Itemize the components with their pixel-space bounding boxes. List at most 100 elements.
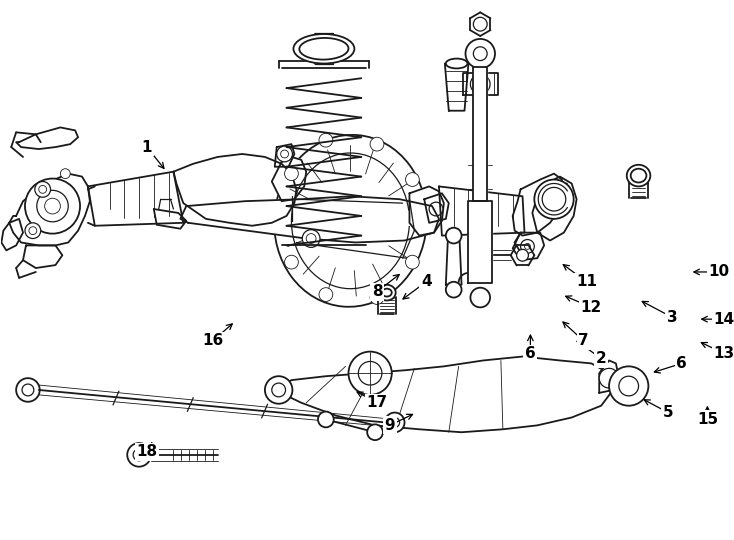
Circle shape xyxy=(277,146,292,162)
Polygon shape xyxy=(473,68,487,201)
Text: 17: 17 xyxy=(366,395,388,410)
Circle shape xyxy=(349,352,392,395)
Text: 7: 7 xyxy=(578,333,589,348)
Text: 8: 8 xyxy=(371,284,382,299)
Polygon shape xyxy=(16,127,78,149)
Circle shape xyxy=(542,187,566,211)
Polygon shape xyxy=(272,157,306,201)
Text: 16: 16 xyxy=(202,333,223,348)
Circle shape xyxy=(446,282,462,298)
Text: 2: 2 xyxy=(596,351,606,366)
Circle shape xyxy=(314,39,334,59)
Circle shape xyxy=(25,223,40,239)
Polygon shape xyxy=(275,356,613,432)
Polygon shape xyxy=(439,186,525,235)
Circle shape xyxy=(133,449,145,461)
Circle shape xyxy=(285,167,298,180)
Ellipse shape xyxy=(382,289,392,296)
Circle shape xyxy=(319,288,333,301)
Polygon shape xyxy=(512,233,544,260)
Polygon shape xyxy=(181,196,439,242)
Text: 6: 6 xyxy=(677,356,687,371)
Circle shape xyxy=(473,17,487,31)
Circle shape xyxy=(39,185,47,193)
Ellipse shape xyxy=(299,38,349,59)
Ellipse shape xyxy=(294,34,355,64)
Circle shape xyxy=(599,368,619,388)
Circle shape xyxy=(473,47,487,60)
Circle shape xyxy=(470,75,490,94)
Text: 3: 3 xyxy=(666,310,677,325)
Circle shape xyxy=(306,234,316,244)
Ellipse shape xyxy=(378,285,396,300)
Text: 18: 18 xyxy=(137,444,158,460)
Circle shape xyxy=(45,198,60,214)
Text: 12: 12 xyxy=(581,300,602,315)
Ellipse shape xyxy=(275,135,426,307)
Text: 1: 1 xyxy=(142,140,152,154)
Circle shape xyxy=(609,366,648,406)
Circle shape xyxy=(29,227,37,234)
Circle shape xyxy=(60,168,70,179)
Circle shape xyxy=(476,51,485,60)
Text: 6: 6 xyxy=(525,346,536,361)
Polygon shape xyxy=(10,174,90,245)
Circle shape xyxy=(319,133,333,147)
Polygon shape xyxy=(88,172,184,226)
Polygon shape xyxy=(275,144,294,167)
Polygon shape xyxy=(599,361,619,393)
Circle shape xyxy=(25,179,80,234)
Circle shape xyxy=(37,191,68,222)
Polygon shape xyxy=(173,154,297,226)
Polygon shape xyxy=(154,209,186,229)
Circle shape xyxy=(534,179,574,219)
Circle shape xyxy=(127,443,151,467)
Text: 10: 10 xyxy=(708,265,730,280)
Circle shape xyxy=(525,244,531,249)
Circle shape xyxy=(390,417,399,427)
Circle shape xyxy=(358,361,382,385)
Circle shape xyxy=(619,376,639,396)
Circle shape xyxy=(318,411,334,427)
Polygon shape xyxy=(1,219,23,251)
Circle shape xyxy=(370,137,384,151)
Polygon shape xyxy=(468,201,492,283)
Circle shape xyxy=(370,291,384,305)
Polygon shape xyxy=(542,184,570,211)
Circle shape xyxy=(465,39,495,69)
Polygon shape xyxy=(424,193,448,223)
Ellipse shape xyxy=(446,59,468,69)
Ellipse shape xyxy=(631,168,647,183)
Circle shape xyxy=(470,288,490,307)
Circle shape xyxy=(429,202,443,216)
Circle shape xyxy=(280,150,288,158)
Polygon shape xyxy=(445,64,468,111)
Circle shape xyxy=(405,173,419,186)
Circle shape xyxy=(285,255,298,269)
Text: 5: 5 xyxy=(663,405,673,420)
Circle shape xyxy=(367,424,383,440)
Circle shape xyxy=(16,378,40,402)
Circle shape xyxy=(272,383,286,397)
Circle shape xyxy=(470,46,490,65)
Circle shape xyxy=(520,240,534,253)
Ellipse shape xyxy=(627,165,650,186)
Polygon shape xyxy=(23,245,62,268)
Circle shape xyxy=(22,384,34,396)
Text: 13: 13 xyxy=(713,346,734,361)
Circle shape xyxy=(265,376,292,404)
Text: 9: 9 xyxy=(385,418,395,433)
Polygon shape xyxy=(446,240,462,285)
Text: 11: 11 xyxy=(576,274,597,289)
Text: 4: 4 xyxy=(421,274,432,289)
Polygon shape xyxy=(462,73,498,95)
Text: 14: 14 xyxy=(713,312,734,327)
Circle shape xyxy=(302,230,320,247)
Text: 15: 15 xyxy=(697,412,718,427)
Circle shape xyxy=(34,181,51,197)
Polygon shape xyxy=(532,177,577,240)
Polygon shape xyxy=(410,186,444,235)
Circle shape xyxy=(446,228,462,244)
Polygon shape xyxy=(512,174,564,235)
Circle shape xyxy=(385,413,404,432)
